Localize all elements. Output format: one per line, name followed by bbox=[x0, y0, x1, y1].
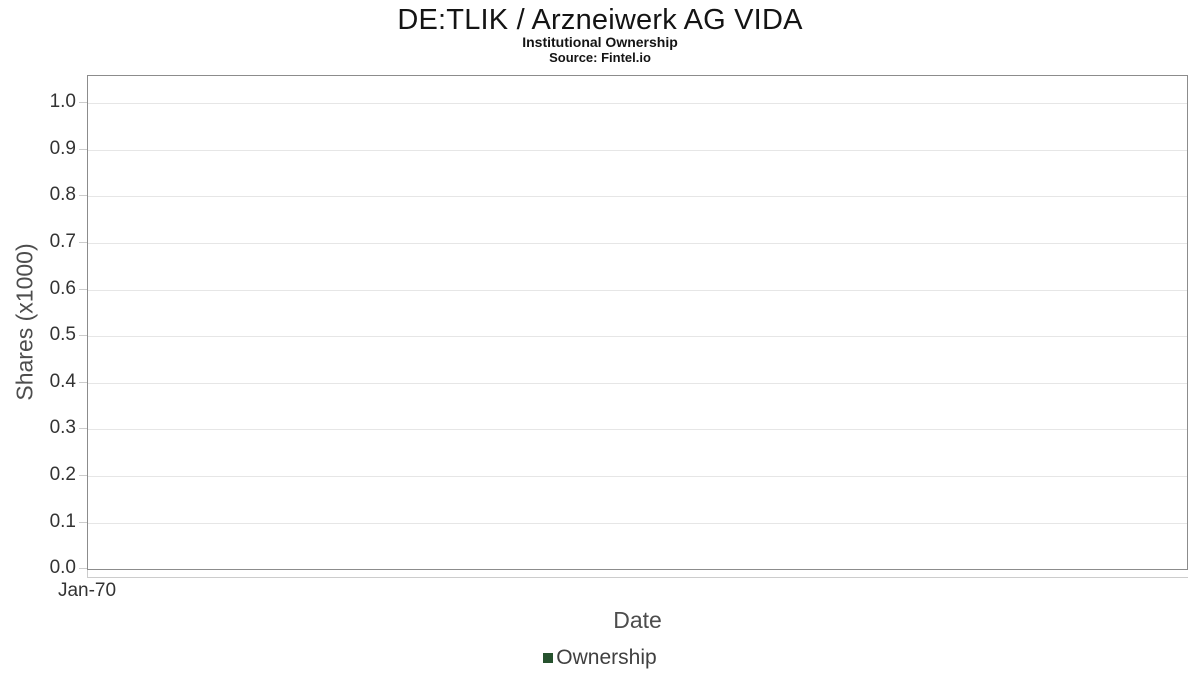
y-tick-mark-0.6 bbox=[79, 289, 87, 290]
legend-entry-ownership[interactable]: Ownership bbox=[543, 646, 657, 670]
y-tick-mark-0.9 bbox=[79, 149, 87, 150]
y-tick-label-0.1: 0.1 bbox=[49, 511, 76, 532]
gridline-y-0.5 bbox=[88, 336, 1187, 337]
chart-title: DE:TLIK / Arzneiwerk AG VIDA bbox=[397, 4, 803, 36]
y-tick-mark-0.8 bbox=[79, 195, 87, 196]
y-axis-title: Shares (x1000) bbox=[11, 243, 38, 401]
gridline-y-0.2 bbox=[88, 476, 1187, 477]
y-tick-label-1.0: 1.0 bbox=[49, 91, 76, 112]
x-tick-label: Jan-70 bbox=[57, 580, 117, 601]
y-tick-mark-1.0 bbox=[79, 102, 87, 103]
y-tick-label-0.8: 0.8 bbox=[49, 184, 76, 205]
gridline-y-0.1 bbox=[88, 523, 1187, 524]
x-axis-title: Date bbox=[613, 607, 662, 633]
y-tick-label-0.0: 0.0 bbox=[49, 557, 76, 578]
y-tick-mark-0.2 bbox=[79, 475, 87, 476]
y-tick-mark-0.3 bbox=[79, 428, 87, 429]
legend: Ownership bbox=[0, 645, 1200, 671]
chart-subtitle: Institutional Ownership bbox=[522, 34, 678, 50]
x-axis-line bbox=[87, 577, 1188, 578]
gridline-y-0.8 bbox=[88, 196, 1187, 197]
y-tick-label-0.9: 0.9 bbox=[49, 138, 76, 159]
gridline-y-0.7 bbox=[88, 243, 1187, 244]
y-tick-label-0.5: 0.5 bbox=[49, 324, 76, 345]
gridline-y-0.6 bbox=[88, 290, 1187, 291]
y-tick-label-0.3: 0.3 bbox=[49, 417, 76, 438]
gridline-y-0.4 bbox=[88, 383, 1187, 384]
y-tick-mark-0.5 bbox=[79, 335, 87, 336]
y-tick-label-0.2: 0.2 bbox=[49, 464, 76, 485]
y-tick-label-0.4: 0.4 bbox=[49, 371, 76, 392]
gridline-y-0.3 bbox=[88, 429, 1187, 430]
y-tick-mark-0.1 bbox=[79, 522, 87, 523]
y-tick-label-0.6: 0.6 bbox=[49, 278, 76, 299]
gridline-y-0.9 bbox=[88, 150, 1187, 151]
legend-label: Ownership bbox=[556, 646, 657, 669]
y-tick-mark-0.0 bbox=[79, 568, 87, 569]
y-tick-mark-0.7 bbox=[79, 242, 87, 243]
y-tick-mark-0.4 bbox=[79, 382, 87, 383]
x-tick-mark bbox=[87, 570, 88, 577]
plot-area bbox=[87, 75, 1188, 570]
y-tick-label-0.7: 0.7 bbox=[49, 231, 76, 252]
gridline-y-1.0 bbox=[88, 103, 1187, 104]
chart-source-credit: Source: Fintel.io bbox=[549, 50, 651, 65]
legend-swatch-icon bbox=[543, 653, 554, 663]
